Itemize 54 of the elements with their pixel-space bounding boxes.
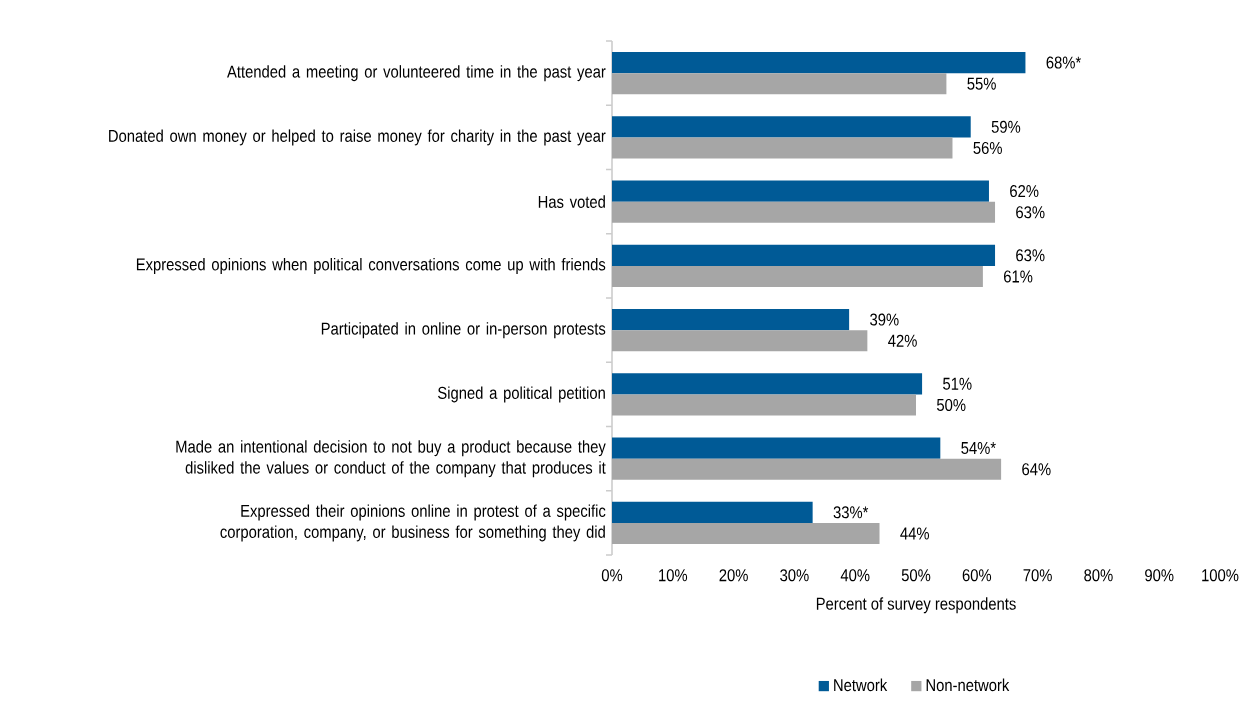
y-tick-label: Expressed opinions when political conversations come up with friends: [136, 257, 606, 274]
data-label: 39%: [870, 313, 899, 326]
bar: [612, 201, 996, 223]
data-label: 62%: [1010, 184, 1039, 198]
y-tick-label: Has voted: [538, 195, 605, 208]
bar: [612, 437, 941, 459]
data-label: 50%: [937, 398, 966, 412]
x-tick-label: 80%: [1084, 569, 1113, 582]
legend-label: Non-network: [926, 678, 1010, 692]
bar: [612, 522, 880, 545]
bar: [612, 180, 989, 202]
x-tick-label: 40%: [840, 569, 870, 582]
data-label: 44%: [900, 527, 930, 540]
x-tick-label: 0%: [601, 569, 623, 582]
y-tick-label: Attended a meeting or volunteered time in the past year: [227, 65, 606, 82]
x-tick-label: 70%: [1023, 569, 1052, 582]
bar: [612, 73, 947, 95]
x-tick-label: 10%: [659, 569, 688, 582]
x-tick-label: 60%: [962, 569, 992, 582]
bar: [612, 244, 996, 266]
x-tick-label: 50%: [901, 569, 931, 582]
x-axis-title: Percent of survey respondents: [816, 597, 1016, 614]
y-tick-label: Participated in online or in-person protests: [321, 322, 606, 339]
x-tick-label: 90%: [1145, 569, 1174, 582]
data-label: 61%: [1004, 270, 1033, 283]
x-tick-label: 100%: [1202, 569, 1239, 582]
data-label: 68%*: [1046, 56, 1081, 69]
legend-label: Network: [834, 678, 888, 692]
bar: [612, 308, 850, 331]
y-tick-label: Donated own money or helped to raise money for charity in the past year: [109, 129, 606, 146]
data-label: 33%*: [833, 506, 869, 519]
data-label: 59%: [991, 120, 1021, 133]
data-label: 51%: [943, 377, 972, 390]
data-label: 64%: [1022, 463, 1051, 476]
bar: [612, 373, 923, 395]
x-tick-label: 30%: [780, 569, 809, 582]
y-tick-label: Signed a political petition: [438, 386, 605, 403]
bar: [612, 458, 1002, 480]
bar: [612, 330, 868, 352]
bar: [612, 394, 916, 416]
y-tick-label: Expressed their opinions online in protest of a specific corporation, company, or business for something they did: [220, 504, 606, 542]
bar: [612, 51, 1026, 74]
y-tick-label: Made an intentional decision to not buy a product because they disliked the values or conduct of the company that produces it: [176, 440, 606, 478]
data-label: 63%: [1016, 249, 1045, 262]
data-label: 42%: [888, 334, 917, 347]
data-label: 54%*: [961, 442, 996, 455]
data-label: 63%: [1016, 206, 1045, 219]
data-label: 56%: [973, 141, 1002, 155]
bar: [612, 501, 813, 523]
bar: [612, 137, 953, 159]
data-label: 55%: [967, 77, 996, 90]
x-tick-label: 20%: [719, 569, 748, 582]
bar: [612, 265, 983, 288]
bar: [612, 116, 971, 138]
